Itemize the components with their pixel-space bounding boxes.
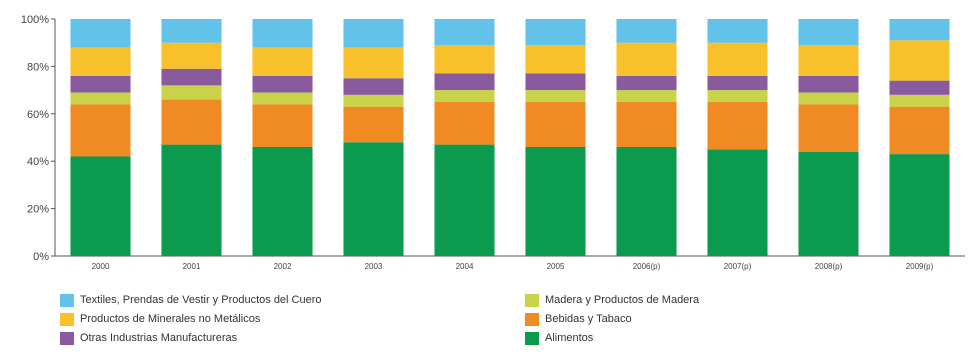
x-tick-label: 2000: [92, 262, 110, 271]
bar-segment: [343, 47, 404, 79]
legend-swatch: [60, 312, 74, 326]
legend-item: Alimentos: [525, 330, 593, 346]
bar-segment: [70, 75, 131, 93]
bar-segment: [343, 94, 404, 107]
y-tick-label: 20%: [27, 204, 49, 216]
y-tick-label: 100%: [21, 14, 49, 26]
bar-segment: [252, 19, 313, 48]
bar-segment: [161, 19, 222, 43]
x-tick-label: 2003: [365, 262, 383, 271]
bar-segment: [434, 19, 495, 46]
legend-label: Bebidas y Tabaco: [545, 313, 632, 325]
chart-legend: Textiles, Prendas de Vestir y Productos …: [60, 292, 940, 350]
bar-segment: [525, 101, 586, 147]
y-tick-label: 40%: [27, 156, 49, 168]
legend-item: Madera y Productos de Madera: [525, 292, 699, 308]
bar-segment: [70, 92, 131, 105]
legend-swatch: [525, 293, 539, 307]
bar-segment: [434, 101, 495, 145]
bar-segment: [525, 19, 586, 46]
legend-swatch: [525, 331, 539, 345]
bar-segment: [798, 45, 859, 76]
bar-segment: [616, 146, 677, 256]
x-tick-label: 2004: [456, 262, 474, 271]
bar-segment: [616, 42, 677, 76]
bar-segment: [798, 104, 859, 152]
y-tick-label: 80%: [27, 61, 49, 73]
x-tick-label: 2008(p): [815, 262, 843, 271]
bar-segment: [889, 154, 950, 256]
x-tick-label: 2007(p): [724, 262, 752, 271]
bar-segment: [616, 19, 677, 43]
legend-item: Otras Industrias Manufactureras: [60, 330, 237, 346]
bar-segment: [434, 144, 495, 256]
bar-segment: [707, 42, 768, 76]
stacked-bar-chart: 0% 20% 40% 60% 80% 100% 2000 2001 2002 2003 2004 20…: [21, 14, 965, 271]
bar-segment: [161, 85, 222, 100]
legend-item: Textiles, Prendas de Vestir y Productos …: [60, 292, 322, 308]
bar-segment: [525, 90, 586, 102]
bar-segment: [707, 19, 768, 43]
bar-segment: [434, 90, 495, 102]
bar-segment: [70, 104, 131, 157]
bar-segment: [70, 156, 131, 256]
y-tick-label: 60%: [27, 109, 49, 121]
bar-segment: [707, 149, 768, 256]
x-tick-label: 2006(p): [633, 262, 661, 271]
bar-segment: [798, 75, 859, 93]
bar-segment: [161, 144, 222, 256]
bar-segment: [343, 19, 404, 48]
bar-segment: [343, 106, 404, 143]
legend-item: Bebidas y Tabaco: [525, 311, 632, 327]
legend-swatch: [60, 331, 74, 345]
legend-label: Textiles, Prendas de Vestir y Productos …: [80, 294, 322, 306]
x-tick-label: 2002: [274, 262, 292, 271]
bar-segment: [525, 45, 586, 74]
bar-segment: [798, 151, 859, 256]
bar-segment: [616, 75, 677, 91]
x-tick-label: 2001: [183, 262, 201, 271]
bar-segment: [889, 106, 950, 155]
bar-segment: [252, 146, 313, 256]
bar-segment: [70, 19, 131, 48]
bar-segment: [343, 78, 404, 95]
bar-segment: [161, 68, 222, 86]
bar-segment: [707, 101, 768, 150]
bar-segment: [889, 40, 950, 81]
bar-segment: [70, 47, 131, 76]
bar-segment: [434, 73, 495, 91]
bar-segment: [889, 80, 950, 95]
legend-label: Alimentos: [545, 332, 594, 344]
y-tick-label: 0%: [33, 251, 49, 263]
x-tick-label: 2009(p): [906, 262, 934, 271]
legend-label: Otras Industrias Manufactureras: [80, 332, 238, 344]
bar-segment: [525, 73, 586, 91]
bar-segment: [252, 47, 313, 76]
bar-segment: [889, 19, 950, 41]
bar-segment: [161, 99, 222, 145]
legend-label: Productos de Minerales no Metálicos: [80, 313, 261, 325]
bar-segment: [161, 42, 222, 69]
bar-segment: [798, 92, 859, 105]
bar-segment: [798, 19, 859, 46]
bar-segment: [616, 101, 677, 147]
bar-segment: [707, 90, 768, 102]
bar-segment: [707, 75, 768, 91]
legend-swatch: [60, 293, 74, 307]
legend-item: Productos de Minerales no Metálicos: [60, 311, 260, 327]
x-tick-label: 2005: [547, 262, 565, 271]
bar-segment: [343, 142, 404, 256]
bar-segment: [889, 94, 950, 107]
bar-segment: [252, 104, 313, 147]
bar-segment: [434, 45, 495, 74]
bar-segment: [252, 75, 313, 93]
legend-label: Madera y Productos de Madera: [545, 294, 700, 306]
bar-segment: [252, 92, 313, 105]
bar-segment: [616, 90, 677, 102]
legend-swatch: [525, 312, 539, 326]
bar-segment: [525, 146, 586, 256]
